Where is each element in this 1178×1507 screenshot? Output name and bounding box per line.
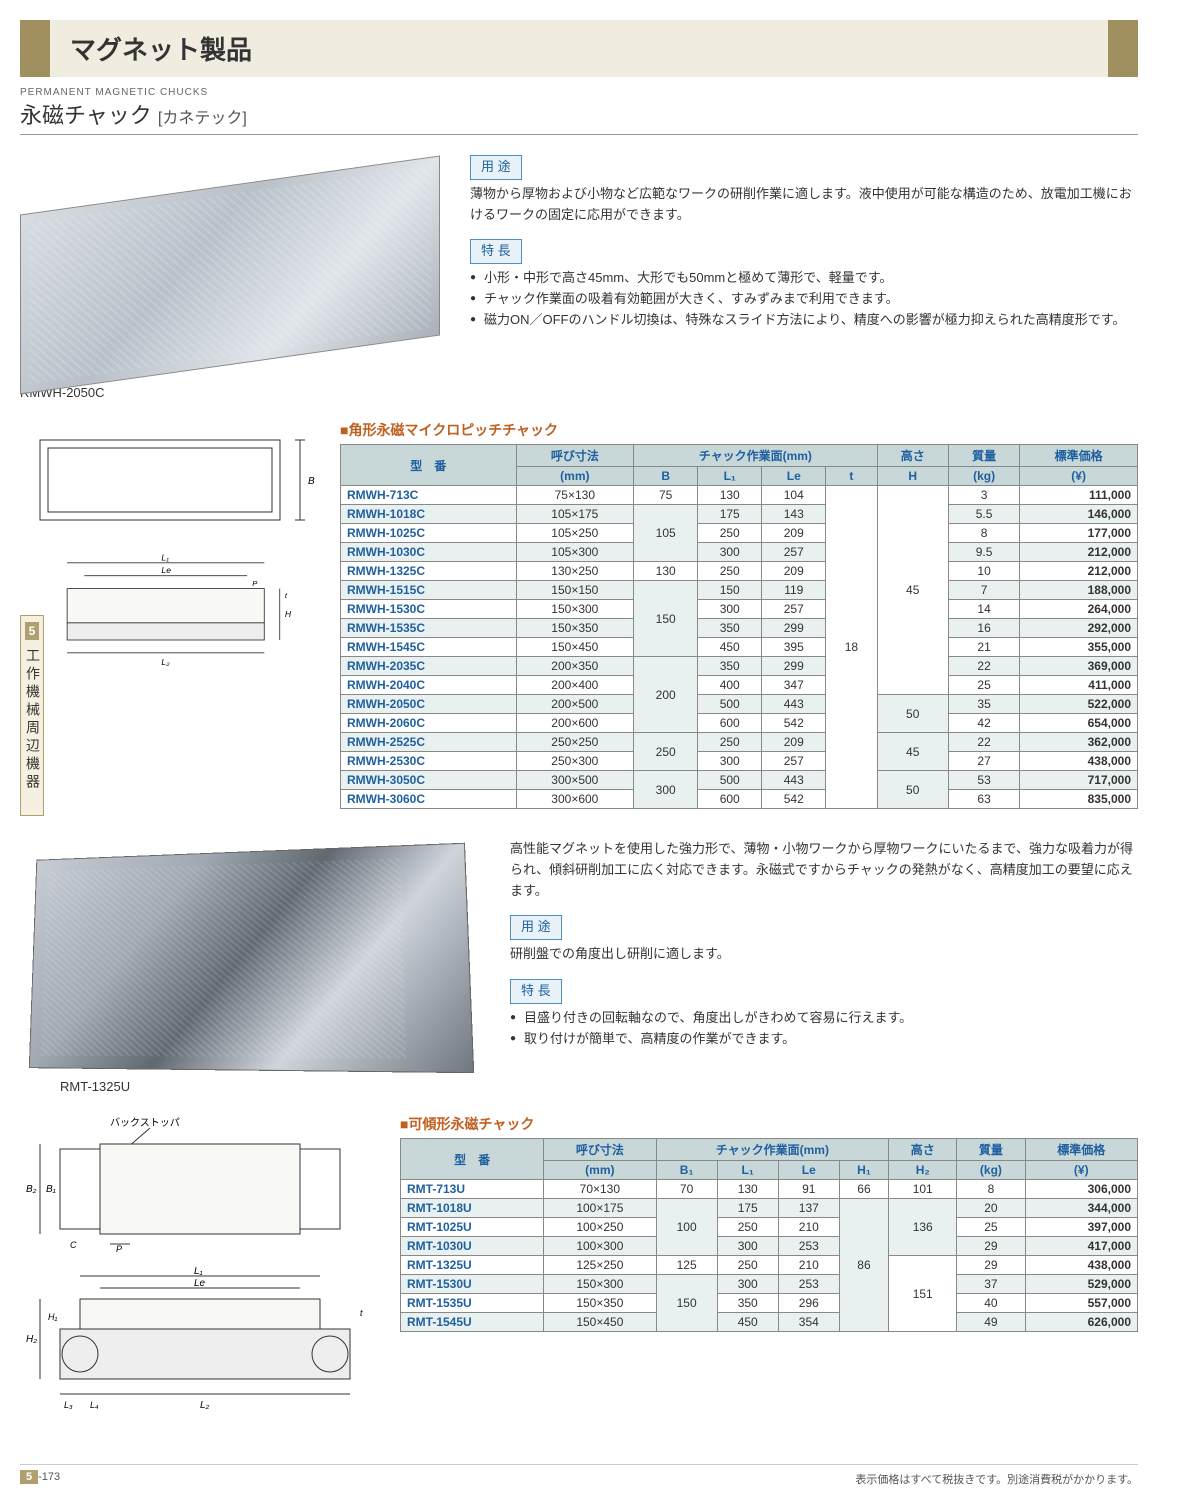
side-view-diagram: L₁ Le L₂ H Pt <box>20 550 320 670</box>
model-cell: RMWH-2035C <box>341 657 517 676</box>
model-cell: RMWH-2040C <box>341 676 517 695</box>
model-cell: RMWH-1545C <box>341 638 517 657</box>
feature-tag-2: 特 長 <box>510 979 562 1004</box>
model-cell: RMWH-1530C <box>341 600 517 619</box>
svg-text:Le: Le <box>161 565 171 575</box>
product1-diagrams: B L₁ Le L₂ H Pt <box>20 420 320 680</box>
model-cell: RMWH-1535C <box>341 619 517 638</box>
feature-tag: 特 長 <box>470 239 522 264</box>
usage-tag-2: 用 途 <box>510 915 562 940</box>
product1-table-block: ■角形永磁マイクロピッチチャック 型 番呼び寸法チャック作業面(mm)高さ質量標… <box>340 420 1138 809</box>
model-cell: RMWH-3050C <box>341 771 517 790</box>
model-cell: RMT-1018U <box>401 1199 544 1218</box>
page-title: 永磁チャック [カネテック] <box>20 98 1138 135</box>
table2-title: ■可傾形永磁チャック <box>400 1114 1138 1134</box>
svg-text:H₂: H₂ <box>26 1334 37 1345</box>
model-cell: RMWH-3060C <box>341 790 517 809</box>
feature-item: 取り付けが簡単で、高精度の作業ができます。 <box>510 1029 1138 1050</box>
model-cell: RMWH-2530C <box>341 752 517 771</box>
model-cell: RMWH-1018C <box>341 505 517 524</box>
svg-text:B: B <box>308 476 315 487</box>
model-cell: RMT-1325U <box>401 1256 544 1275</box>
svg-text:Le: Le <box>194 1278 206 1289</box>
svg-text:t: t <box>285 591 288 600</box>
svg-text:P: P <box>116 1244 122 1254</box>
model-cell: RMT-1530U <box>401 1275 544 1294</box>
svg-text:B₂: B₂ <box>26 1184 37 1195</box>
svg-text:L₂: L₂ <box>200 1400 210 1411</box>
product2-description: 高性能マグネットを使用した強力形で、薄物・小物ワークから厚物ワークにいたるまで、… <box>510 839 1138 1094</box>
title-main: 永磁チャック <box>20 103 152 128</box>
product2-diagrams: バックストッパ B₂ B₁ C P L₁Le H₂ H₁ L₂ L₃ L₄ t <box>20 1114 380 1434</box>
model-cell: RMWH-1515C <box>341 581 517 600</box>
backstopper-label: バックストッパ <box>110 1117 180 1129</box>
product2-table-block: ■可傾形永磁チャック 型 番呼び寸法チャック作業面(mm)高さ質量標準価格(mm… <box>400 1114 1138 1332</box>
model-cell: RMT-1025U <box>401 1218 544 1237</box>
title-brand: [カネテック] <box>158 110 247 127</box>
model-cell: RMWH-2050C <box>341 695 517 714</box>
svg-text:P: P <box>252 579 258 588</box>
footer-note: 表示価格はすべて税抜きです。別途消費税がかかります。 <box>855 1471 1138 1487</box>
model-cell: RMWH-1030C <box>341 543 517 562</box>
model-cell: RMT-1535U <box>401 1294 544 1313</box>
svg-text:H: H <box>285 609 292 619</box>
product1-description: 用 途 薄物から厚物および小物など広範なワークの研削作業に適します。液中使用が可… <box>470 155 1138 400</box>
page-footer: 5-173 表示価格はすべて税抜きです。別途消費税がかかります。 <box>20 1464 1138 1487</box>
svg-text:C: C <box>70 1240 77 1250</box>
model-cell: RMWH-2525C <box>341 733 517 752</box>
spec-table-2: 型 番呼び寸法チャック作業面(mm)高さ質量標準価格(mm)B₁L₁LeH₁H₂… <box>400 1138 1138 1332</box>
svg-text:B₁: B₁ <box>46 1184 56 1195</box>
subtitle-english: PERMANENT MAGNETIC CHUCKS <box>20 87 1138 98</box>
svg-text:L₁: L₁ <box>194 1266 203 1277</box>
product1-caption: RMWH-2050C <box>20 385 440 400</box>
model-cell: RMT-1030U <box>401 1237 544 1256</box>
product1-photo-block: RMWH-2050C <box>20 155 440 400</box>
svg-text:L₁: L₁ <box>161 552 169 562</box>
model-cell: RMWH-2060C <box>341 714 517 733</box>
spec-table-1: 型 番呼び寸法チャック作業面(mm)高さ質量標準価格(mm)BL₁LetH(kg… <box>340 444 1138 809</box>
page-number: 5-173 <box>20 1471 60 1487</box>
product1-photo <box>20 155 440 394</box>
side-view-diagram-2: L₁Le H₂ H₁ L₂ L₃ L₄ t <box>20 1264 380 1424</box>
model-cell: RMWH-1325C <box>341 562 517 581</box>
svg-text:L₄: L₄ <box>90 1400 99 1410</box>
header-accent-right <box>1108 20 1138 77</box>
product2-photo <box>29 843 474 1073</box>
product2-intro: 高性能マグネットを使用した強力形で、薄物・小物ワークから厚物ワークにいたるまで、… <box>510 839 1138 901</box>
usage-text: 薄物から厚物および小物など広範なワークの研削作業に適します。液中使用が可能な構造… <box>470 184 1138 226</box>
svg-text:L₃: L₃ <box>64 1400 73 1410</box>
product2-photo-block: RMT-1325U <box>20 839 480 1094</box>
svg-text:t: t <box>360 1308 363 1318</box>
usage-tag: 用 途 <box>470 155 522 180</box>
feature-item: 小形・中形で高さ45mm、大形でも50mmと極めて薄形で、軽量です。 <box>470 268 1138 289</box>
top-view-diagram: B <box>20 420 320 540</box>
table1-title: ■角形永磁マイクロピッチチャック <box>340 420 1138 440</box>
top-view-diagram-2: バックストッパ B₂ B₁ C P <box>20 1114 380 1254</box>
model-cell: RMT-1545U <box>401 1313 544 1332</box>
category-header: マグネット製品 <box>20 20 1138 77</box>
header-accent-left <box>20 20 50 77</box>
model-cell: RMT-713U <box>401 1180 544 1199</box>
feature-item: チャック作業面の吸着有効範囲が大きく、すみずみまで利用できます。 <box>470 289 1138 310</box>
svg-text:H₁: H₁ <box>48 1312 57 1322</box>
model-cell: RMWH-713C <box>341 486 517 505</box>
product2-caption: RMT-1325U <box>60 1079 480 1094</box>
feature-item: 目盛り付きの回転軸なので、角度出しがきわめて容易に行えます。 <box>510 1008 1138 1029</box>
svg-text:L₂: L₂ <box>161 657 170 667</box>
feature-item: 磁力ON／OFFのハンドル切換は、特殊なスライド方法により、精度への影響が極力抑… <box>470 310 1138 331</box>
usage-text-2: 研削盤での角度出し研削に適します。 <box>510 944 1138 965</box>
category-title: マグネット製品 <box>50 20 1108 77</box>
model-cell: RMWH-1025C <box>341 524 517 543</box>
